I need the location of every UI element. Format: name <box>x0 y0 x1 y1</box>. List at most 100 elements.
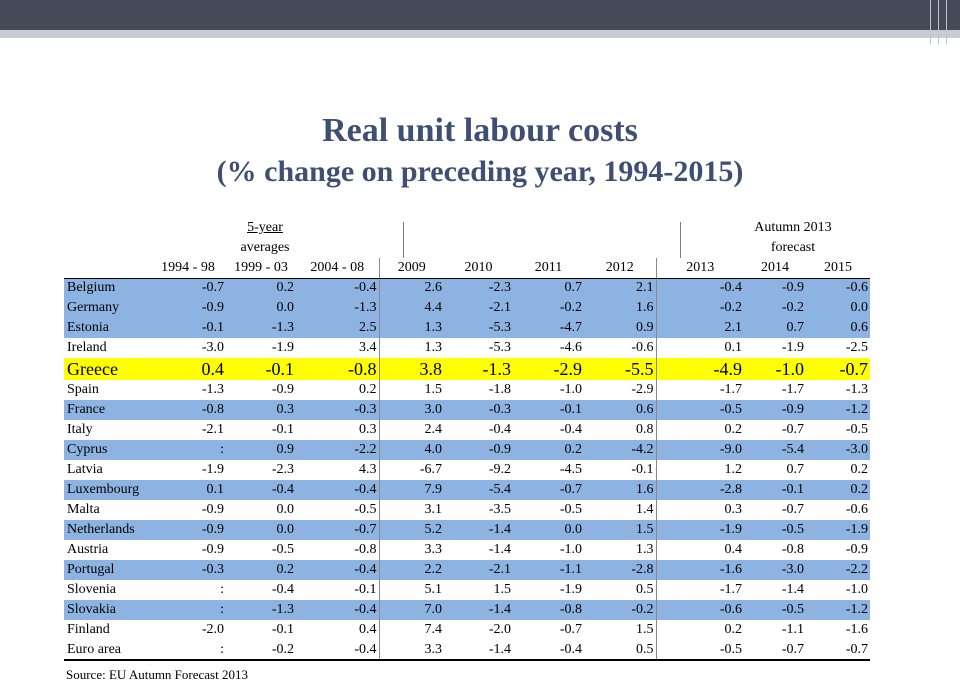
value-cell: 0.2 <box>806 480 870 500</box>
column-header: 2010 <box>444 258 513 279</box>
value-cell: -1.4 <box>444 640 513 661</box>
value-cell: -0.5 <box>656 640 744 661</box>
value-cell: -4.2 <box>584 440 657 460</box>
table-header-row: 1994 - 98 1999 - 03 2004 - 08 2009 2010 2011 2… <box>64 258 870 279</box>
value-cell: 3.4 <box>296 338 380 358</box>
value-cell: -0.4 <box>444 420 513 440</box>
value-cell: -0.4 <box>296 640 380 661</box>
value-cell: -1.2 <box>806 400 870 420</box>
value-cell: 0.5 <box>584 640 657 661</box>
column-header: 1994 - 98 <box>150 258 226 279</box>
value-cell: -2.9 <box>584 380 657 400</box>
value-cell: -0.9 <box>806 540 870 560</box>
slide-subtitle: (% change on preceding year, 1994-2015) <box>216 155 744 188</box>
table-row: Portugal -0.3 0.2 -0.4 2.2 -2.1 -1.1 -2.8 -1.6 -3… <box>64 560 870 580</box>
value-cell: 0.2 <box>296 380 380 400</box>
value-cell: -1.0 <box>513 540 584 560</box>
slide-title: Real unit labour costs <box>322 112 638 149</box>
value-cell: -0.9 <box>226 380 296 400</box>
value-cell: 3.3 <box>379 540 444 560</box>
value-cell: -6.7 <box>379 460 444 480</box>
value-cell: 4.4 <box>379 298 444 318</box>
value-cell: -0.5 <box>656 400 744 420</box>
value-cell: -1.1 <box>744 620 806 640</box>
country-label: France <box>64 400 150 420</box>
value-cell: 0.3 <box>226 400 296 420</box>
value-cell: -0.9 <box>150 298 226 318</box>
value-cell: 1.3 <box>379 318 444 338</box>
value-cell: -2.1 <box>444 560 513 580</box>
header-corner-cell <box>64 258 150 279</box>
value-cell: -0.8 <box>513 600 584 620</box>
value-cell: -0.1 <box>296 580 380 600</box>
value-cell: -0.9 <box>150 520 226 540</box>
value-cell: -0.1 <box>150 318 226 338</box>
value-cell: -1.7 <box>656 580 744 600</box>
value-cell: -0.1 <box>584 460 657 480</box>
value-cell: -0.4 <box>226 580 296 600</box>
country-label: Portugal <box>64 560 150 580</box>
value-cell: -0.6 <box>806 500 870 520</box>
table-row: Italy -2.1 -0.1 0.3 2.4 -0.4 -0.4 0.8 0.2 -0.7 -0.… <box>64 420 870 440</box>
country-label: Cyprus <box>64 440 150 460</box>
value-cell: -0.7 <box>296 520 380 540</box>
value-cell: 0.2 <box>513 440 584 460</box>
value-cell: -0.3 <box>150 560 226 580</box>
value-cell: 3.8 <box>379 358 444 380</box>
country-label: Finland <box>64 620 150 640</box>
value-cell: -3.0 <box>806 440 870 460</box>
value-cell: -1.1 <box>513 560 584 580</box>
country-label: Austria <box>64 540 150 560</box>
value-cell: -0.7 <box>806 358 870 380</box>
header-decor-line <box>946 0 947 44</box>
column-header: 2011 <box>513 258 584 279</box>
country-label: Luxembourg <box>64 480 150 500</box>
value-cell: 0.1 <box>150 480 226 500</box>
column-header: 2015 <box>806 258 870 279</box>
value-cell: -1.0 <box>744 358 806 380</box>
value-cell: -0.7 <box>744 420 806 440</box>
value-cell: 1.5 <box>444 580 513 600</box>
country-label: Netherlands <box>64 520 150 540</box>
value-cell: -1.4 <box>744 580 806 600</box>
value-cell: -2.1 <box>444 298 513 318</box>
averages-header-line2: averages <box>240 240 290 255</box>
table-row: Cyprus:0.9 -2.2 4.0 -0.9 0.2 -4.2 -9.0 -5.4 -3.0 <box>64 440 870 460</box>
value-cell: -2.2 <box>806 560 870 580</box>
value-cell: -0.4 <box>226 480 296 500</box>
country-label: Slovakia <box>64 600 150 620</box>
forecast-header-line1: Autumn 2013 <box>754 220 832 235</box>
value-cell: 0.7 <box>744 460 806 480</box>
value-cell: 1.3 <box>379 338 444 358</box>
value-cell: 2.1 <box>656 318 744 338</box>
value-cell: 2.5 <box>296 318 380 338</box>
value-cell: 1.6 <box>584 480 657 500</box>
value-cell: -1.9 <box>806 520 870 540</box>
value-cell: 0.1 <box>656 338 744 358</box>
value-cell: -0.9 <box>744 400 806 420</box>
value-cell: -0.4 <box>656 278 744 298</box>
value-cell: 3.1 <box>379 500 444 520</box>
value-cell: -3.0 <box>150 338 226 358</box>
value-cell: 0.0 <box>226 298 296 318</box>
value-cell: 0.7 <box>744 318 806 338</box>
value-cell: -2.8 <box>584 560 657 580</box>
country-label: Spain <box>64 380 150 400</box>
value-cell: -2.9 <box>513 358 584 380</box>
value-cell: 1.6 <box>584 298 657 318</box>
table-row: Netherlands -0.9 0.0 -0.7 5.2 -1.4 0.0 1.5 -1.9-… <box>64 520 870 540</box>
header-decor-line <box>930 0 931 44</box>
value-cell: 0.7 <box>513 278 584 298</box>
value-cell: 7.0 <box>379 600 444 620</box>
table-row: Euro area: -0.2 -0.4 3.3 -1.4 -0.4 0.5 -0.5 -0.7… <box>64 640 870 661</box>
value-cell: 0.9 <box>584 318 657 338</box>
value-cell: -0.2 <box>226 640 296 661</box>
value-cell: -1.9 <box>150 460 226 480</box>
value-cell: 1.5 <box>584 520 657 540</box>
value-cell: -2.2 <box>296 440 380 460</box>
table-row: Germany -0.9 0.0 -1.3 4.4 -2.1 -0.2 1.6 -0.2 -0.2… <box>64 298 870 318</box>
value-cell: : <box>150 600 226 620</box>
forecast-header: Autumn 2013 forecast <box>738 218 848 258</box>
value-cell: -5.4 <box>744 440 806 460</box>
value-cell: 0.2 <box>226 560 296 580</box>
